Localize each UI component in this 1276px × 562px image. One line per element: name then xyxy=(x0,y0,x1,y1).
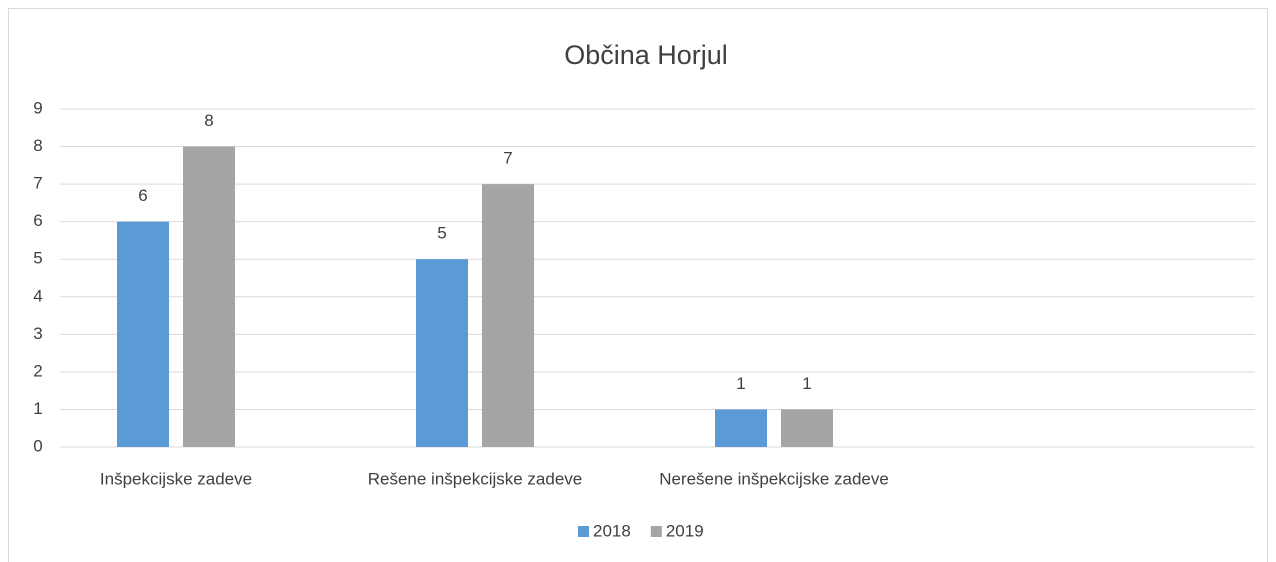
legend-label: 2018 xyxy=(593,521,631,540)
y-tick-label: 6 xyxy=(33,211,42,230)
bar xyxy=(781,409,833,447)
legend-swatch xyxy=(578,526,589,537)
y-tick-label: 2 xyxy=(33,361,42,380)
y-tick-label: 5 xyxy=(33,249,42,268)
y-tick-label: 3 xyxy=(33,324,42,343)
y-tick-label: 1 xyxy=(33,399,42,418)
chart-title: Občina Horjul xyxy=(564,40,728,70)
bar xyxy=(416,259,468,447)
y-tick-label: 7 xyxy=(33,174,42,193)
bar xyxy=(183,146,235,448)
x-tick-label: Nerešene inšpekcijske zadeve xyxy=(659,469,889,488)
data-label: 7 xyxy=(503,149,512,168)
data-label: 1 xyxy=(736,374,745,393)
y-tick-label: 8 xyxy=(33,136,42,155)
data-label: 6 xyxy=(138,186,147,205)
data-label: 8 xyxy=(204,111,213,130)
bar xyxy=(715,409,767,447)
bar xyxy=(482,184,534,447)
data-label: 1 xyxy=(802,374,811,393)
legend-label: 2019 xyxy=(666,521,704,540)
x-tick-label: Rešene inšpekcijske zadeve xyxy=(368,469,583,488)
legend-swatch xyxy=(650,526,662,537)
y-tick-label: 0 xyxy=(33,436,42,455)
y-tick-label: 4 xyxy=(33,286,42,305)
x-tick-label: Inšpekcijske zadeve xyxy=(100,469,252,488)
y-tick-label: 9 xyxy=(33,98,42,117)
bar xyxy=(117,221,169,447)
data-label: 5 xyxy=(437,224,446,243)
